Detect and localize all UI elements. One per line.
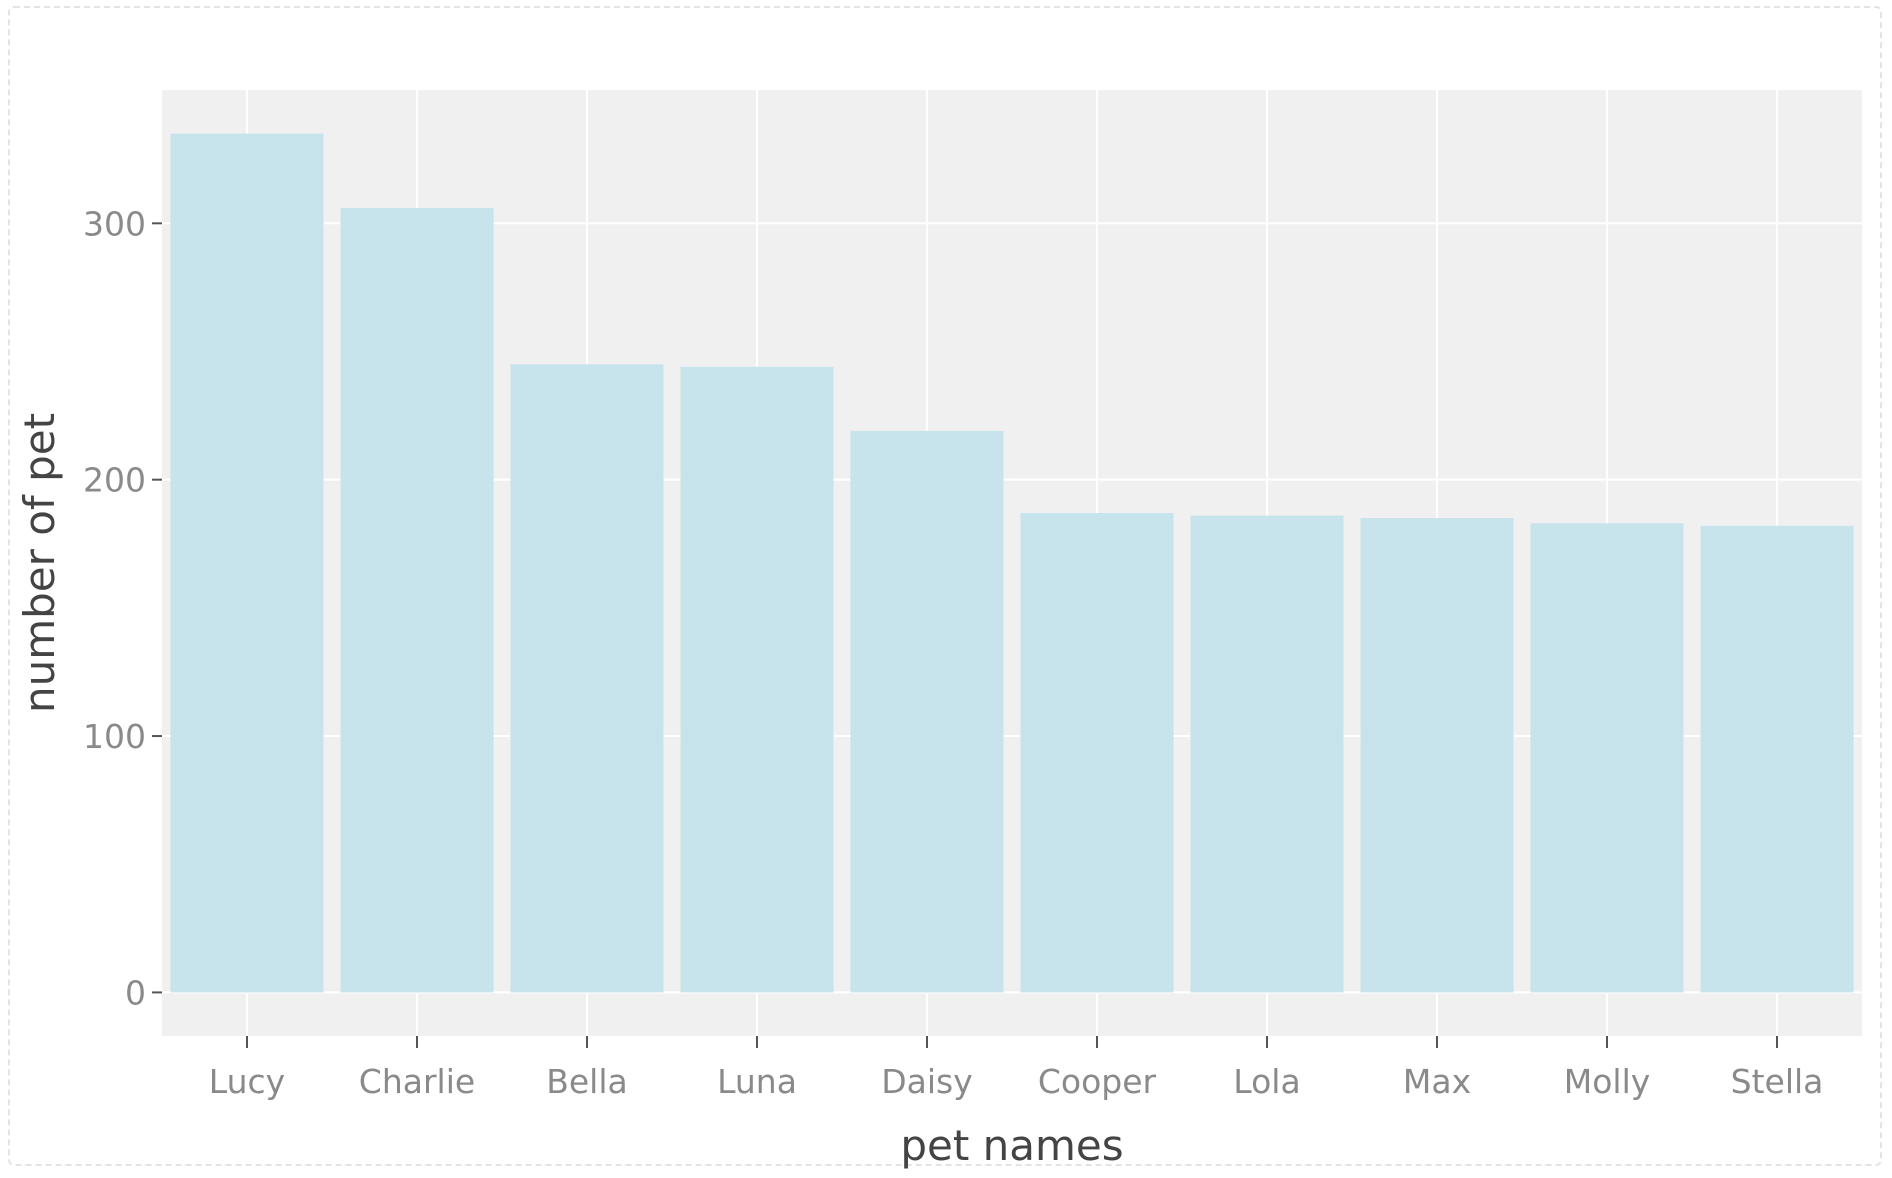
y-tick-label: 300 <box>83 204 146 243</box>
bar-charlie <box>340 207 494 993</box>
bar-luna <box>680 366 834 993</box>
x-tick-label: Stella <box>1731 1062 1824 1101</box>
x-tick-label: Max <box>1403 1062 1471 1101</box>
bar-bella <box>510 364 664 993</box>
x-tick-label: Charlie <box>359 1062 475 1101</box>
x-tick-label: Luna <box>717 1062 797 1101</box>
y-tick-label: 100 <box>83 717 146 756</box>
x-tick-label: Daisy <box>881 1062 973 1101</box>
y-tick-label: 0 <box>125 973 146 1012</box>
bar-cooper <box>1020 513 1174 993</box>
bar-stella <box>1700 525 1854 993</box>
x-tick-label: Lola <box>1233 1062 1300 1101</box>
x-tick-label: Bella <box>546 1062 628 1101</box>
bar-lucy <box>170 133 324 993</box>
bars <box>170 133 1854 993</box>
x-tick-label: Lucy <box>209 1062 285 1101</box>
bar-lola <box>1190 515 1344 993</box>
x-tick-label: Molly <box>1564 1062 1651 1101</box>
bar-molly <box>1530 523 1684 993</box>
y-tick-label: 200 <box>83 461 146 500</box>
y-axis-ticks: 0 100 200 300 <box>83 204 162 1012</box>
chart-frame <box>8 6 1882 1166</box>
x-axis-ticks: Lucy Charlie Bella Luna Daisy Cooper Lola Max Mo… <box>209 1036 1824 1101</box>
bar-max <box>1360 518 1514 993</box>
y-axis-title: number of pet <box>15 413 64 713</box>
x-axis-title: pet names <box>900 1121 1123 1170</box>
bar-daisy <box>850 430 1004 993</box>
x-tick-label: Cooper <box>1038 1062 1157 1101</box>
